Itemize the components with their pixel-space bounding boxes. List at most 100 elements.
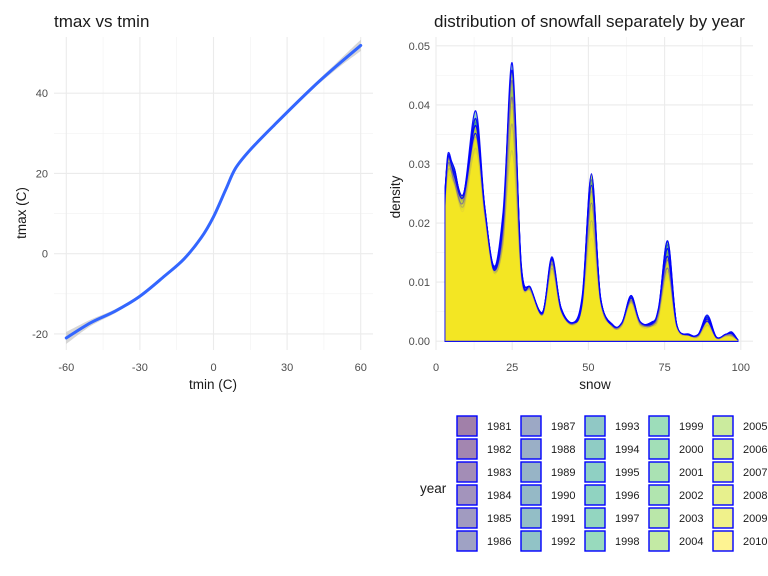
legend-label: 1992 (551, 536, 575, 548)
legend-key-swatch (456, 484, 478, 506)
legend-item-2001: 2001 (648, 461, 703, 483)
legend-key-swatch (712, 461, 734, 483)
legend-item-1984: 1984 (456, 484, 511, 506)
legend-item-1998: 1998 (584, 530, 639, 552)
legend-key-swatch (520, 415, 542, 437)
left-y-tick-labels: -20 0 20 40 (32, 88, 48, 341)
legend-item-1995: 1995 (584, 461, 639, 483)
legend-key-swatch (520, 438, 542, 460)
right-y-tick-label: 0.02 (409, 218, 430, 230)
left-y-tick-label: 20 (36, 168, 48, 180)
legend-key-swatch (520, 530, 542, 552)
legend-item-1990: 1990 (520, 484, 575, 506)
legend-label: 1984 (487, 490, 511, 502)
legend-item-2006: 2006 (712, 438, 767, 460)
legend-label: 2010 (743, 536, 767, 548)
left-series-line (64, 43, 363, 340)
right-y-tick-label: 0.01 (409, 277, 430, 289)
legend-label: 1991 (551, 513, 575, 525)
legend-key-swatch (712, 438, 734, 460)
legend-label: 2004 (679, 536, 703, 548)
legend-label: 2002 (679, 490, 703, 502)
legend-label: 2007 (743, 467, 767, 479)
legend-label: 1993 (615, 421, 639, 433)
legend-key-swatch (520, 507, 542, 529)
right-y-tick-label: 0.04 (409, 100, 430, 112)
right-panel: distribution of snowfall separately by y… (388, 12, 753, 392)
legend-item-2009: 2009 (712, 507, 767, 529)
right-chart-title: distribution of snowfall separately by y… (434, 12, 745, 31)
legend-item-2003: 2003 (648, 507, 703, 529)
legend-label: 1998 (615, 536, 639, 548)
legend-key-swatch (712, 507, 734, 529)
legend-item-1981: 1981 (456, 415, 511, 437)
legend-item-1985: 1985 (456, 507, 511, 529)
legend-label: 2000 (679, 444, 703, 456)
legend-label: 1981 (487, 421, 511, 433)
legend-item-1991: 1991 (520, 507, 575, 529)
left-y-axis-title: tmax (C) (14, 187, 29, 239)
legend-title: year (420, 481, 447, 496)
left-x-tick-label: -30 (132, 362, 148, 374)
legend-key-swatch (648, 415, 670, 437)
legend-label: 1996 (615, 490, 639, 502)
legend-key-swatch (648, 530, 670, 552)
right-y-axis-title: density (388, 175, 403, 218)
legend-key-swatch (648, 507, 670, 529)
legend-key-swatch (456, 461, 478, 483)
left-chart-title: tmax vs tmin (54, 12, 149, 31)
right-x-tick-label: 50 (582, 362, 594, 374)
legend-item-1986: 1986 (456, 530, 511, 552)
legend-item-1987: 1987 (520, 415, 575, 437)
legend-label: 1987 (551, 421, 575, 433)
left-x-tick-labels: -60 -30 0 30 60 (58, 362, 367, 374)
right-x-tick-label: 100 (732, 362, 750, 374)
legend-key-swatch (584, 461, 606, 483)
legend-item-2005: 2005 (712, 415, 767, 437)
legend-item-2000: 2000 (648, 438, 703, 460)
left-x-axis-title: tmin (C) (189, 377, 237, 392)
legend-key-swatch (520, 484, 542, 506)
legend-key-swatch (456, 507, 478, 529)
right-x-tick-label: 25 (506, 362, 518, 374)
left-y-tick-label: -20 (32, 329, 48, 341)
left-x-tick-label: 30 (281, 362, 293, 374)
left-x-tick-label: 60 (355, 362, 367, 374)
legend-key-swatch (712, 484, 734, 506)
legend-item-2008: 2008 (712, 484, 767, 506)
left-x-tick-label: -60 (58, 362, 74, 374)
right-x-tick-labels: 0 25 50 75 100 (433, 362, 750, 374)
density-area-overlay (445, 153, 738, 342)
legend-label: 2009 (743, 513, 767, 525)
legend-label: 1995 (615, 467, 639, 479)
legend-label: 1982 (487, 444, 511, 456)
legend-key-swatch (520, 461, 542, 483)
legend-key-swatch (648, 461, 670, 483)
legend-item-1983: 1983 (456, 461, 511, 483)
legend-label: 1986 (487, 536, 511, 548)
legend-key-swatch (584, 507, 606, 529)
legend-label: 1994 (615, 444, 639, 456)
legend-item-1997: 1997 (584, 507, 639, 529)
legend-label: 1988 (551, 444, 575, 456)
legend-item-1992: 1992 (520, 530, 575, 552)
right-x-tick-label: 0 (433, 362, 439, 374)
legend-key-swatch (456, 438, 478, 460)
right-density-areas (444, 62, 739, 342)
legend-item-2007: 2007 (712, 461, 767, 483)
legend: year 19811982198319841985198619871988198… (420, 415, 767, 552)
legend-key-swatch (456, 415, 478, 437)
legend-label: 1997 (615, 513, 639, 525)
legend-key-swatch (712, 415, 734, 437)
right-x-tick-label: 75 (658, 362, 670, 374)
legend-label: 1985 (487, 513, 511, 525)
legend-item-2002: 2002 (648, 484, 703, 506)
legend-label: 2008 (743, 490, 767, 502)
legend-label: 1990 (551, 490, 575, 502)
legend-item-2010: 2010 (712, 530, 767, 552)
right-y-tick-labels: 0.00 0.01 0.02 0.03 0.04 0.05 (409, 41, 430, 348)
legend-entries: 1981 1982 1983 1984 1985 1986 1987 1988 1989 1990… (456, 415, 767, 552)
legend-item-1994: 1994 (584, 438, 639, 460)
